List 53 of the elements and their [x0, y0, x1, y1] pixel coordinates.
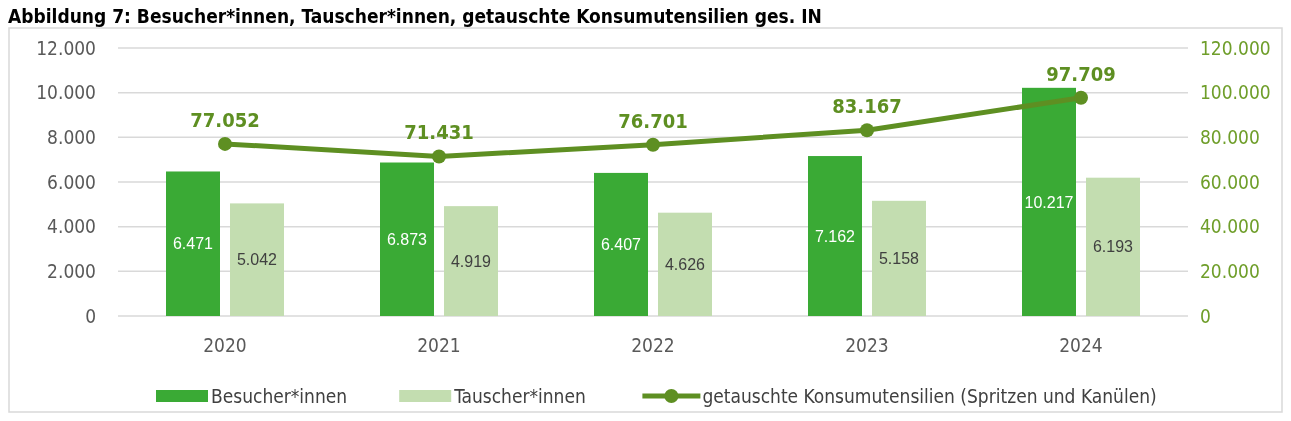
data-label: 4.626: [664, 255, 706, 273]
bar: [872, 200, 926, 316]
point: [432, 149, 446, 164]
data-label: 97.709: [1046, 61, 1116, 86]
data-label: 77.052: [190, 107, 260, 132]
bar: [1022, 87, 1076, 316]
data-label: 6.407: [600, 236, 642, 254]
point: [1074, 90, 1088, 105]
point: [860, 123, 874, 138]
bar: [658, 212, 712, 316]
bar: [230, 203, 284, 316]
y2-tick-label: 100.000: [1200, 81, 1271, 104]
bar: [808, 156, 862, 316]
y2-tick-label: 40.000: [1200, 215, 1260, 238]
bar: [444, 206, 498, 316]
y-tick-label: 8.000: [47, 125, 96, 148]
bar: [166, 171, 220, 316]
data-label: 7.162: [814, 227, 856, 245]
data-label: 5.158: [878, 250, 920, 267]
data-label: 83.167: [832, 94, 902, 119]
y2-tick-label: 80.000: [1200, 125, 1260, 148]
chart-title: Abbildung 7: Besucher*innen, Tauscher*innen, getauschte Konsumutensilien ges. IN: [8, 5, 822, 27]
point: [646, 137, 660, 152]
y-tick-label: 0: [85, 304, 96, 327]
point: [218, 136, 232, 151]
x-tick-label: 2021: [417, 334, 461, 356]
data-label: 6.873: [386, 230, 428, 248]
data-label: 71.431: [404, 120, 474, 145]
y2-tick-label: 0: [1200, 304, 1211, 327]
x-tick-label: 2020: [203, 334, 247, 356]
x-tick-label: 2024: [1059, 334, 1103, 356]
data-label: 10.217: [1024, 193, 1074, 211]
legend-label: getauschte Konsumutensilien (Spritzen und Kanülen): [702, 385, 1157, 407]
legend-label: Besucher*innen: [211, 385, 348, 407]
data-label: 6.193: [1092, 238, 1134, 256]
data-label: 76.701: [618, 108, 688, 133]
legend-label: Tauscher*innen: [453, 385, 586, 407]
x-tick-label: 2023: [845, 334, 889, 356]
bar: [1086, 177, 1140, 316]
y-tick-label: 6.000: [47, 170, 96, 193]
y-tick-label: 4.000: [47, 215, 96, 238]
bar: [380, 162, 434, 316]
data-label: 4.919: [450, 252, 492, 270]
data-label: 6.471: [172, 235, 214, 253]
bar: [594, 172, 648, 316]
y-tick-label: 2.000: [47, 259, 96, 282]
y-tick-label: 10.000: [36, 81, 96, 104]
y2-tick-label: 60.000: [1200, 170, 1260, 193]
y-tick-label: 12.000: [36, 36, 96, 59]
y2-tick-label: 120.000: [1200, 36, 1271, 59]
x-tick-label: 2022: [631, 334, 675, 356]
data-label: 5.042: [236, 251, 278, 269]
y2-tick-label: 20.000: [1200, 259, 1260, 282]
